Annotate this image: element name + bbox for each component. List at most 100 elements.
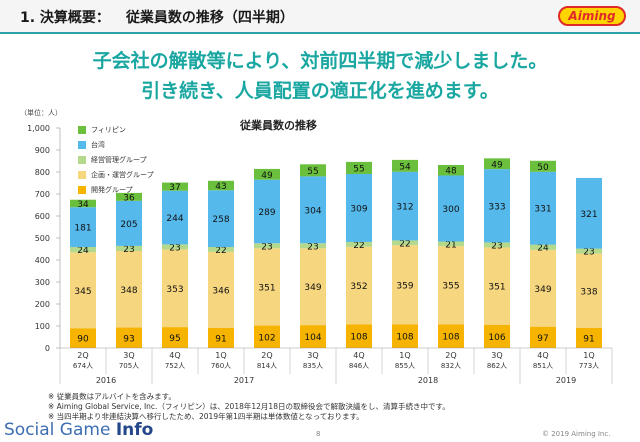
x-tick-label: 4Q bbox=[537, 351, 548, 360]
x-tick-label: 1Q bbox=[399, 351, 410, 360]
data-label: 351 bbox=[258, 283, 275, 293]
data-label: 22 bbox=[353, 241, 364, 251]
bar-segment bbox=[530, 326, 556, 348]
header-divider bbox=[0, 32, 640, 34]
data-label: 346 bbox=[212, 286, 229, 296]
bar-segment bbox=[438, 246, 464, 325]
legend-label: 企画・運営グループ bbox=[91, 170, 154, 179]
bar-segment bbox=[116, 245, 142, 251]
data-label: 91 bbox=[583, 334, 594, 344]
data-label: 258 bbox=[212, 215, 229, 225]
data-label: 349 bbox=[534, 285, 551, 295]
chart-legend: フィリピン 台湾 経営管理グループ 企画・運営グループ 開発グループ bbox=[78, 122, 154, 197]
bar-segment bbox=[392, 159, 418, 172]
data-label: 21 bbox=[445, 240, 456, 250]
total-label: 760人 bbox=[211, 362, 231, 370]
data-label: 23 bbox=[307, 242, 318, 252]
chart-title: 従業員数の推移 bbox=[240, 119, 317, 132]
legend-item: 企画・運営グループ bbox=[78, 167, 154, 182]
data-label: 23 bbox=[583, 248, 594, 258]
aiming-logo: Aiming bbox=[558, 6, 626, 26]
bar-segment bbox=[254, 168, 280, 180]
bar-segment bbox=[208, 180, 234, 191]
bar-segment bbox=[70, 328, 96, 348]
slide-title: 1. 決算概要： 従業員数の推移（四半期） bbox=[20, 7, 310, 27]
headline-line-2: 引き続き、人員配置の適正化を進めます。 bbox=[141, 80, 499, 102]
data-label: 54 bbox=[399, 162, 411, 172]
bar-segment bbox=[116, 327, 142, 348]
bar-segment bbox=[300, 176, 326, 244]
x-tick-label: 3Q bbox=[491, 351, 502, 360]
footnotes: ※ 従業員数はアルバイトを含みます。 ※ Aiming Global Servi… bbox=[48, 392, 450, 422]
bar-segment bbox=[70, 199, 96, 208]
legend-swatch bbox=[78, 155, 86, 164]
year-label: 2017 bbox=[234, 376, 254, 385]
y-tick-label: 700 bbox=[35, 190, 50, 199]
bar-segment bbox=[484, 158, 510, 170]
bar-segment bbox=[438, 164, 464, 176]
y-tick-label: 900 bbox=[35, 146, 50, 155]
bar-segment bbox=[346, 246, 372, 325]
data-label: 333 bbox=[488, 202, 505, 212]
legend-swatch bbox=[78, 185, 86, 194]
total-label: 855人 bbox=[395, 362, 415, 370]
brand-text-bold: Info bbox=[115, 420, 154, 440]
data-label: 345 bbox=[74, 287, 91, 297]
bar-segment bbox=[162, 190, 188, 245]
data-label: 205 bbox=[120, 220, 137, 230]
data-label: 338 bbox=[580, 287, 597, 297]
bar-segment bbox=[346, 161, 372, 174]
legend-swatch bbox=[78, 140, 86, 149]
data-label: 90 bbox=[77, 335, 89, 345]
total-label: 851人 bbox=[533, 362, 553, 370]
bar-segment bbox=[162, 249, 188, 328]
data-label: 348 bbox=[120, 286, 137, 296]
x-tick-label: 3Q bbox=[307, 351, 318, 360]
data-label: 108 bbox=[350, 333, 367, 343]
x-tick-label: 1Q bbox=[583, 351, 594, 360]
section-label: 1. 決算概要： bbox=[20, 10, 110, 26]
bar-segment bbox=[392, 240, 418, 246]
bar-segment bbox=[484, 169, 510, 243]
data-label: 23 bbox=[169, 243, 180, 253]
data-label: 352 bbox=[350, 282, 367, 292]
legend-label: 台湾 bbox=[91, 140, 105, 149]
data-label: 321 bbox=[580, 210, 597, 220]
year-label: 2016 bbox=[96, 376, 116, 385]
bar-segment bbox=[254, 248, 280, 326]
total-label: 773人 bbox=[579, 362, 599, 370]
data-label: 55 bbox=[307, 167, 318, 177]
data-label: 43 bbox=[215, 182, 226, 192]
data-label: 50 bbox=[537, 163, 549, 173]
data-label: 95 bbox=[169, 334, 180, 344]
y-tick-label: 100 bbox=[35, 322, 50, 331]
bar-segment bbox=[300, 164, 326, 177]
bar-segment bbox=[392, 324, 418, 348]
x-tick-label: 3Q bbox=[123, 351, 134, 360]
y-tick-label: 400 bbox=[35, 256, 50, 265]
data-label: 22 bbox=[215, 246, 226, 256]
legend-swatch bbox=[78, 170, 86, 179]
data-label: 353 bbox=[166, 285, 183, 295]
total-label: 705人 bbox=[119, 362, 139, 370]
x-tick-label: 1Q bbox=[215, 351, 226, 360]
header-bar bbox=[0, 0, 640, 33]
bar-segment bbox=[346, 241, 372, 247]
bar-segment bbox=[162, 182, 188, 191]
total-label: 832人 bbox=[441, 362, 461, 370]
bar-segment bbox=[392, 245, 418, 325]
bar-segment bbox=[530, 249, 556, 327]
bar-segment bbox=[70, 247, 96, 253]
legend-item: 経営管理グループ bbox=[78, 152, 154, 167]
data-label: 349 bbox=[304, 283, 321, 293]
bar-segment bbox=[116, 192, 142, 201]
y-tick-label: 200 bbox=[35, 300, 50, 309]
data-label: 34 bbox=[77, 200, 89, 210]
bar-segment bbox=[438, 241, 464, 247]
y-tick-label: 500 bbox=[35, 234, 50, 243]
bar-segment bbox=[346, 324, 372, 348]
bar-segment bbox=[576, 248, 602, 254]
bar-segment bbox=[116, 200, 142, 246]
legend-item: フィリピン bbox=[78, 122, 154, 137]
